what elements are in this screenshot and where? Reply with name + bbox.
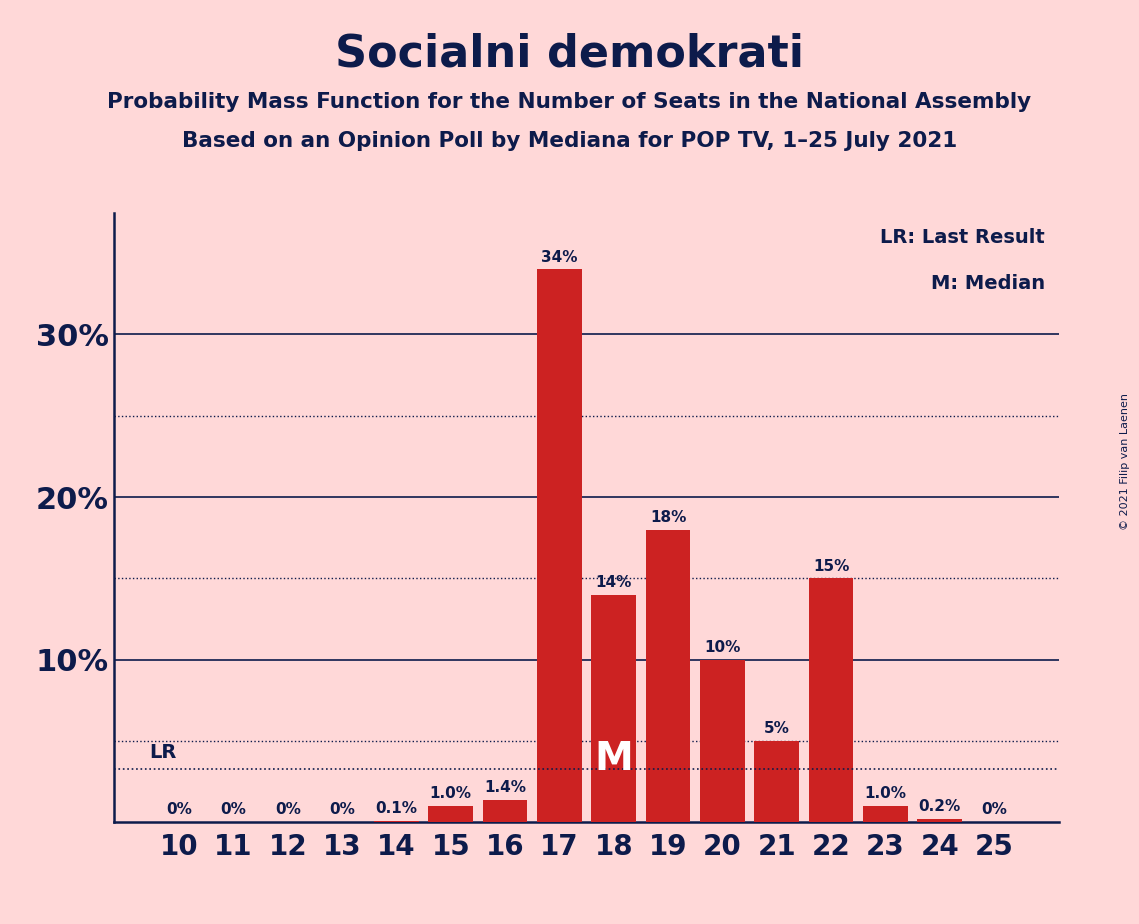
Bar [700,660,745,822]
Text: Probability Mass Function for the Number of Seats in the National Assembly: Probability Mass Function for the Number… [107,92,1032,113]
Bar [428,806,473,822]
Bar [754,741,798,822]
Text: 0%: 0% [166,802,192,818]
Text: 14%: 14% [596,575,632,590]
Text: LR: LR [149,743,177,762]
Text: 18%: 18% [650,510,687,525]
Bar [809,578,853,822]
Text: 1.0%: 1.0% [865,786,907,801]
Text: M: Median: M: Median [931,274,1046,293]
Text: 10%: 10% [704,639,740,655]
Text: 0.1%: 0.1% [376,801,418,816]
Text: 0%: 0% [981,802,1007,818]
Bar [375,821,419,822]
Bar [646,529,690,822]
Text: LR: Last Result: LR: Last Result [880,227,1046,247]
Bar [591,595,636,822]
Text: 34%: 34% [541,249,577,264]
Text: 0%: 0% [221,802,246,818]
Text: 0%: 0% [274,802,301,818]
Text: Based on an Opinion Poll by Mediana for POP TV, 1–25 July 2021: Based on an Opinion Poll by Mediana for … [182,131,957,152]
Bar [483,799,527,822]
Text: © 2021 Filip van Laenen: © 2021 Filip van Laenen [1121,394,1130,530]
Text: Socialni demokrati: Socialni demokrati [335,32,804,76]
Text: 1.0%: 1.0% [429,786,472,801]
Text: 5%: 5% [764,721,789,736]
Bar [538,270,582,822]
Text: 15%: 15% [813,558,850,574]
Text: 0.2%: 0.2% [918,799,961,814]
Text: M: M [595,739,633,778]
Text: 1.4%: 1.4% [484,780,526,795]
Bar [863,806,908,822]
Text: 0%: 0% [329,802,355,818]
Bar [917,819,962,822]
